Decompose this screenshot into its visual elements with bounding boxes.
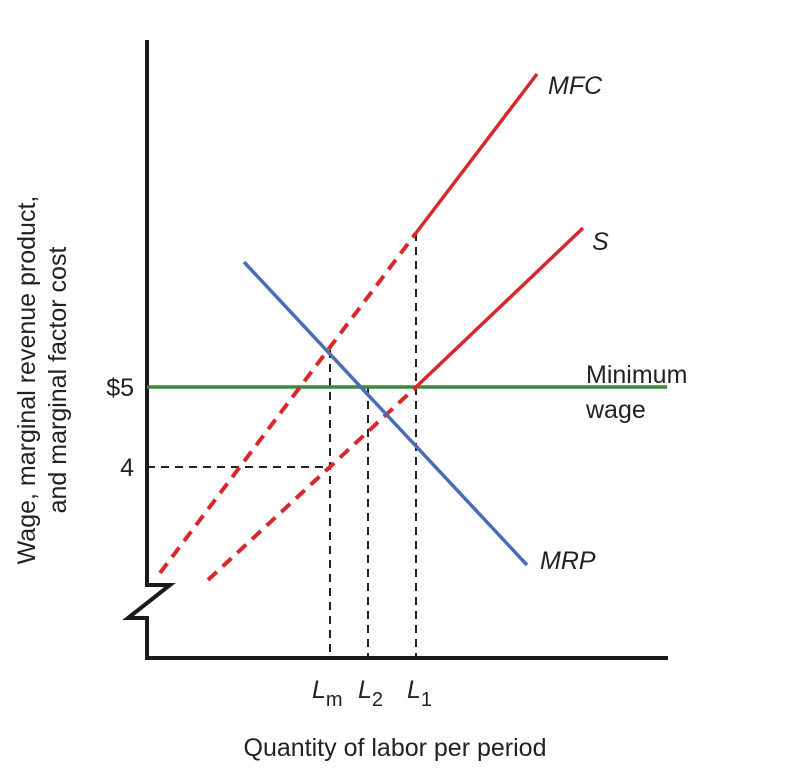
- y-axis-label-2: and marginal factor cost: [44, 247, 72, 514]
- y-tick-5: $5: [106, 374, 134, 402]
- x-tick-lm: Lm: [312, 676, 343, 711]
- y-tick-4: 4: [120, 454, 134, 482]
- mrp-label: MRP: [540, 547, 596, 575]
- mfc-solid: [414, 72, 539, 235]
- x-tick-l1: L1: [407, 676, 432, 711]
- min-wage-label-1: Minimum: [586, 361, 687, 389]
- mrp-line: [242, 260, 529, 567]
- s-label: S: [592, 228, 609, 256]
- y-axis-label-1: Wage, marginal revenue product,: [13, 196, 41, 565]
- supply-solid: [414, 226, 585, 389]
- x-axis-label: Quantity of labor per period: [244, 734, 547, 762]
- y-axis: [122, 40, 668, 660]
- mfc-dashed: [158, 231, 418, 575]
- mfc-label: MFC: [548, 72, 603, 100]
- x-tick-l2: L2: [358, 676, 383, 711]
- supply-dashed: [206, 385, 418, 582]
- min-wage-label-2: wage: [585, 396, 646, 424]
